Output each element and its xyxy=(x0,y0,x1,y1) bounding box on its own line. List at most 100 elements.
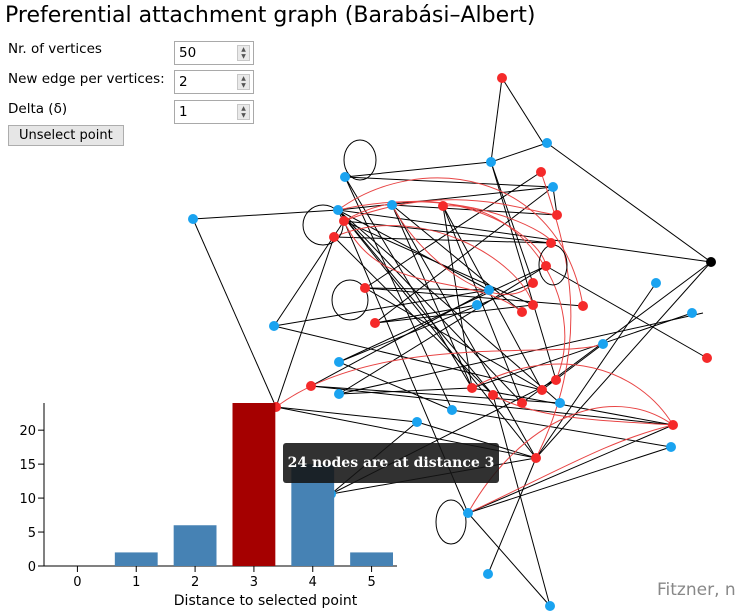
graph-node[interactable] xyxy=(188,214,198,224)
graph-edge xyxy=(546,142,712,263)
graph-node[interactable] xyxy=(551,375,561,385)
graph-edge xyxy=(471,312,693,389)
graph-edge xyxy=(467,424,674,514)
delta-spinner-arrows[interactable]: ▲ ▼ xyxy=(237,104,250,120)
graph-edge xyxy=(492,394,551,607)
graph-node[interactable] xyxy=(668,420,678,430)
graph-node[interactable] xyxy=(578,301,588,311)
graph-node[interactable] xyxy=(542,138,552,148)
graph-edge xyxy=(467,446,672,514)
edges-input[interactable]: 2 ▲ ▼ xyxy=(174,70,254,94)
graph-edge xyxy=(364,287,543,391)
graph-edge xyxy=(338,312,704,395)
histogram-bar[interactable] xyxy=(114,552,158,566)
y-tick-label: 15 xyxy=(19,458,36,473)
vertices-spinner-arrows[interactable]: ▲ ▼ xyxy=(237,45,250,61)
graph-node[interactable] xyxy=(528,278,538,288)
graph-node[interactable] xyxy=(555,398,565,408)
graph-edge xyxy=(344,161,492,178)
graph-node[interactable] xyxy=(497,73,507,83)
graph-edge xyxy=(364,287,584,307)
graph-edge xyxy=(337,177,584,307)
graph-node[interactable] xyxy=(484,285,494,295)
graph-edge xyxy=(192,209,339,220)
graph-node[interactable] xyxy=(702,353,712,363)
graph-edge xyxy=(338,265,547,363)
graph-node[interactable] xyxy=(537,385,547,395)
histogram-bar[interactable] xyxy=(232,403,276,566)
y-tick-label: 5 xyxy=(28,526,36,541)
graph-node[interactable] xyxy=(329,232,339,242)
graph-node[interactable] xyxy=(483,569,493,579)
graph-edge xyxy=(343,220,523,313)
graph-node[interactable] xyxy=(269,321,279,331)
graph-node[interactable] xyxy=(339,216,349,226)
x-tick-label: 0 xyxy=(73,575,81,590)
graph-node[interactable] xyxy=(541,261,551,271)
graph-edge xyxy=(391,204,473,389)
graph-node[interactable] xyxy=(528,300,538,310)
graph-node[interactable] xyxy=(412,417,422,427)
x-axis-label: Distance to selected point xyxy=(174,593,358,609)
graph-edge xyxy=(490,77,503,163)
graph-edge xyxy=(535,171,572,459)
graph-edge xyxy=(416,421,537,459)
graph-edge xyxy=(451,409,672,448)
histogram-bar[interactable] xyxy=(173,525,217,566)
graph-edge xyxy=(490,161,534,284)
edges-value: 2 xyxy=(179,74,188,90)
graph-edge xyxy=(343,199,558,222)
graph-node[interactable] xyxy=(467,383,477,393)
graph-edge xyxy=(343,220,552,244)
graph-node[interactable] xyxy=(546,238,556,248)
graph-node[interactable] xyxy=(340,172,350,182)
graph-node[interactable] xyxy=(531,453,541,463)
graph-node[interactable] xyxy=(598,339,608,349)
graph-node[interactable] xyxy=(488,390,498,400)
y-tick-label: 10 xyxy=(19,492,36,507)
graph-node[interactable] xyxy=(334,357,344,367)
graph-node[interactable] xyxy=(651,278,661,288)
unselect-point-button[interactable]: Unselect point xyxy=(8,125,124,146)
graph-node[interactable] xyxy=(548,182,558,192)
graph-node[interactable] xyxy=(463,508,473,518)
graph-node[interactable] xyxy=(447,405,457,415)
graph-node[interactable] xyxy=(370,318,380,328)
graph-self-loop xyxy=(435,499,467,545)
graph-edge xyxy=(344,176,453,411)
graph-edge xyxy=(337,209,523,404)
histogram-bar[interactable] xyxy=(350,552,393,566)
graph-node[interactable] xyxy=(666,442,676,452)
graph-node[interactable] xyxy=(472,300,482,310)
graph-node[interactable] xyxy=(687,308,697,318)
graph-edge xyxy=(535,261,712,459)
graph-node[interactable] xyxy=(552,210,562,220)
graph-edge xyxy=(442,205,543,391)
graph-edge xyxy=(337,209,561,404)
graph-edge xyxy=(338,387,472,395)
graph-node[interactable] xyxy=(387,200,397,210)
graph-edge xyxy=(338,282,534,363)
graph-node[interactable] xyxy=(486,157,496,167)
delta-input[interactable]: 1 ▲ ▼ xyxy=(174,100,254,124)
graph-node[interactable] xyxy=(536,167,546,177)
graph-node[interactable] xyxy=(438,201,448,211)
graph-node[interactable] xyxy=(360,283,370,293)
graph-node[interactable] xyxy=(306,381,316,391)
edges-label: New edge per vertices: xyxy=(8,71,165,87)
vertices-input[interactable]: 50 ▲ ▼ xyxy=(174,41,254,65)
graph-edge xyxy=(275,343,604,408)
graph-node[interactable] xyxy=(517,398,527,408)
edges-spinner-arrows[interactable]: ▲ ▼ xyxy=(237,74,250,90)
graph-nodes[interactable] xyxy=(188,73,716,611)
graph-node[interactable] xyxy=(334,389,344,399)
graph-node[interactable] xyxy=(333,205,343,215)
graph-node[interactable] xyxy=(545,601,555,611)
graph-edge xyxy=(442,205,473,389)
graph-node[interactable] xyxy=(517,307,527,317)
graph-edge xyxy=(490,142,548,163)
graph-edge xyxy=(338,361,453,411)
graph-node[interactable] xyxy=(706,257,716,267)
